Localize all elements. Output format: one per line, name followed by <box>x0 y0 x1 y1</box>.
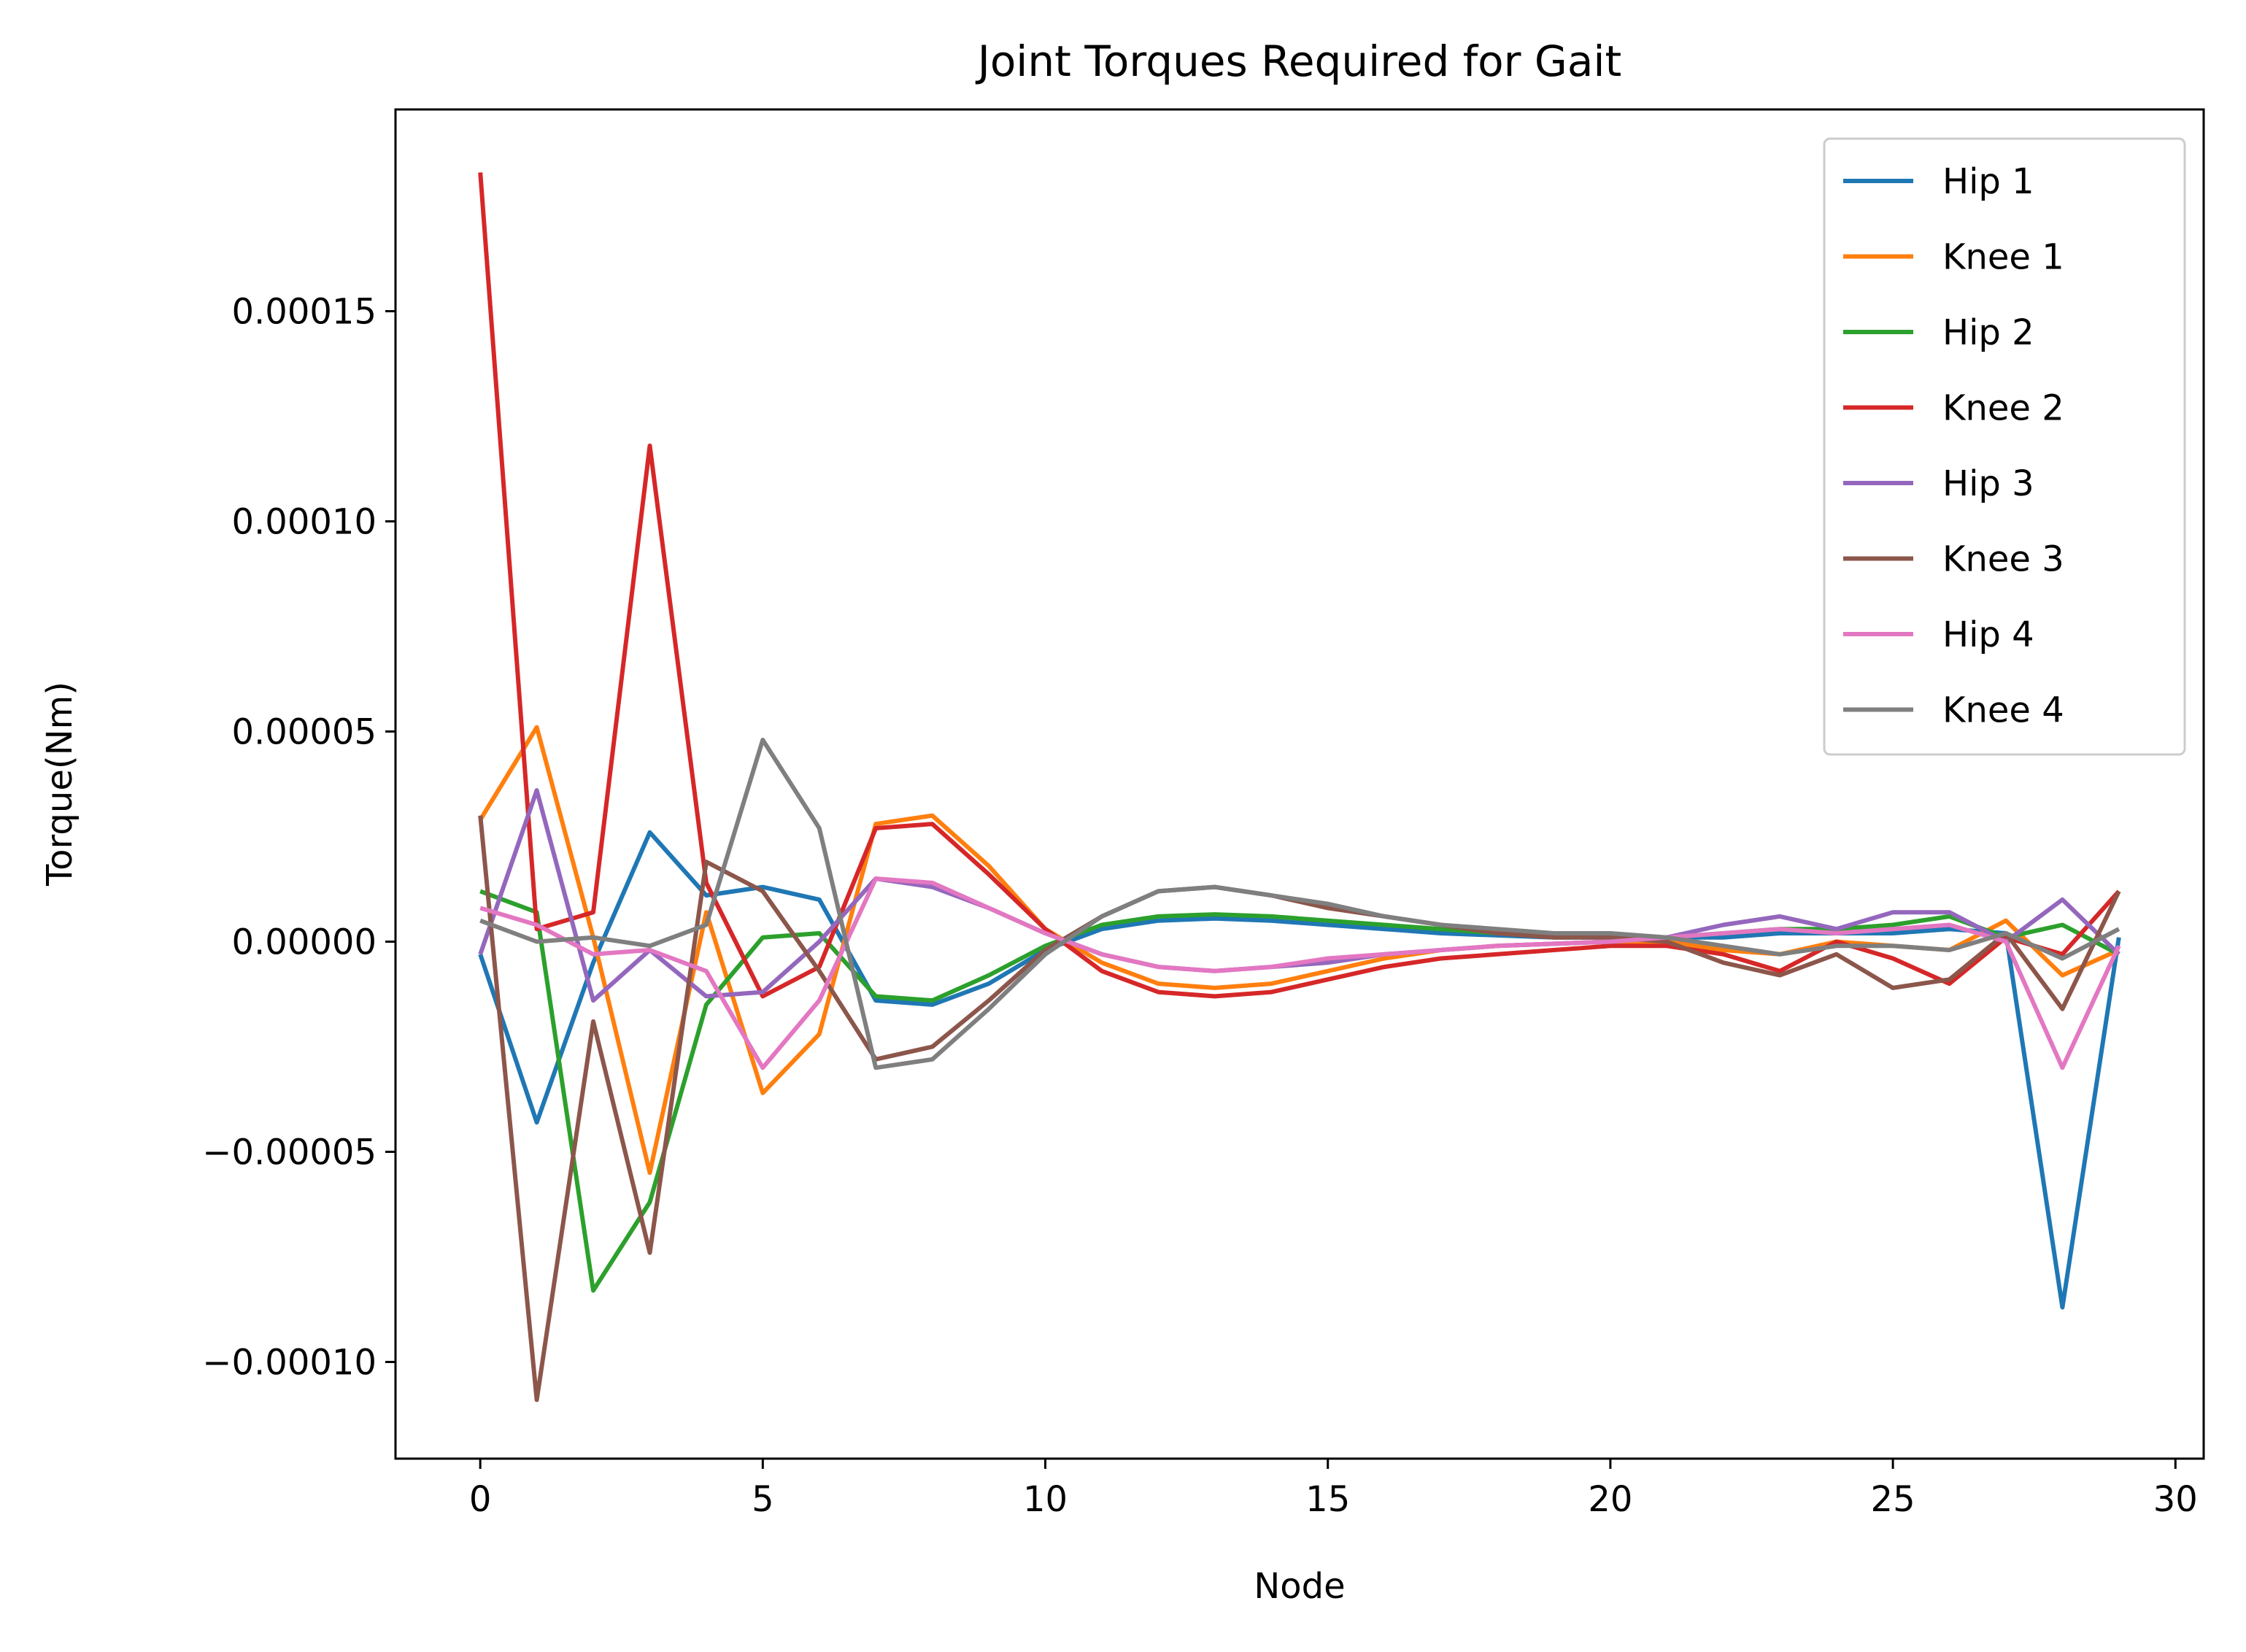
x-axis-title: Node <box>1254 1566 1345 1607</box>
y-tick-label: −0.00005 <box>202 1132 377 1173</box>
x-tick-label: 5 <box>752 1479 774 1520</box>
y-tick-label: 0.00015 <box>232 291 377 332</box>
legend-label-hip-1: Hip 1 <box>1942 161 2034 202</box>
x-tick-label: 0 <box>469 1479 492 1520</box>
legend: Hip 1 Knee 1 Hip 2 Knee 2 Hip 3 Knee 3 Hip 4 Kn… <box>1823 137 2186 756</box>
y-tick-label: −0.00010 <box>202 1343 377 1383</box>
x-axis: 0 5 10 15 20 25 30 <box>469 1459 2198 1520</box>
x-tick-label: 25 <box>1871 1479 1915 1520</box>
y-axis-title: Torque(Nm) <box>39 682 80 887</box>
y-tick-label: 0.00005 <box>232 711 377 752</box>
legend-label-hip-3: Hip 3 <box>1942 463 2034 504</box>
legend-label-hip-4: Hip 4 <box>1942 614 2034 655</box>
plot-series <box>478 172 2121 1402</box>
plot-frame <box>394 108 2205 1460</box>
chart-title: Joint Torques Required for Gait <box>976 36 1622 86</box>
legend-label-knee-4: Knee 4 <box>1942 690 2064 731</box>
y-tick-label: 0.00010 <box>232 501 377 542</box>
series-line-knee-4 <box>479 738 2120 1070</box>
series-line-hip-4 <box>479 876 2121 1070</box>
x-tick-label: 10 <box>1023 1479 1068 1520</box>
legend-label-knee-2: Knee 2 <box>1942 388 2064 429</box>
y-tick-label: 0.00000 <box>232 922 377 963</box>
legend-box <box>1823 137 2186 756</box>
x-tick-label: 15 <box>1305 1479 1350 1520</box>
legend-label-hip-2: Hip 2 <box>1942 312 2034 353</box>
y-axis: −0.00010 −0.00005 0.00000 0.00005 0.00010 0.0… <box>202 291 395 1383</box>
x-tick-label: 20 <box>1588 1479 1632 1520</box>
legend-label-knee-1: Knee 1 <box>1942 237 2064 278</box>
x-tick-label: 30 <box>2153 1479 2198 1520</box>
legend-label-knee-3: Knee 3 <box>1942 539 2064 580</box>
